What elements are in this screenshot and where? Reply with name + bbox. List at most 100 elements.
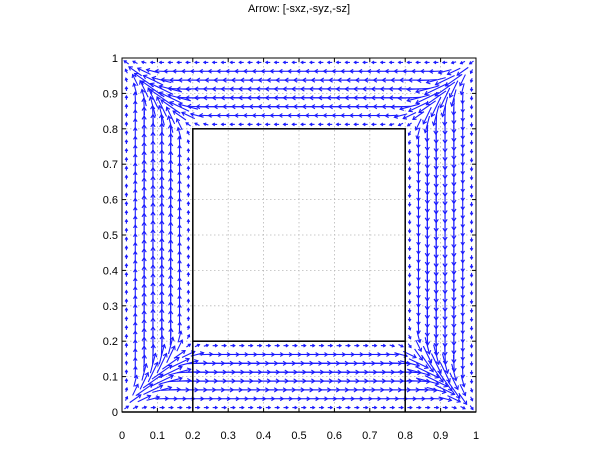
field-arrow — [193, 60, 200, 65]
field-arrow — [469, 308, 474, 314]
field-arrow — [291, 122, 297, 127]
field-arrow — [469, 317, 474, 323]
field-arrow — [167, 60, 173, 65]
field-arrow — [441, 60, 448, 65]
field-arrow — [158, 60, 165, 65]
field-arrow — [186, 271, 191, 277]
field-arrow — [186, 147, 191, 153]
field-arrow — [469, 237, 474, 243]
field-arrow — [469, 104, 474, 110]
field-arrow — [186, 333, 191, 339]
field-arrow — [166, 345, 176, 364]
field-arrow — [159, 405, 166, 410]
x-tick-label: 0.2 — [185, 430, 200, 442]
field-arrow — [177, 405, 183, 410]
field-arrow — [335, 60, 342, 65]
field-arrow — [407, 166, 412, 172]
field-arrow — [422, 345, 433, 364]
field-arrow — [469, 255, 474, 261]
field-arrow — [131, 73, 139, 86]
field-arrow — [274, 343, 281, 348]
field-arrow — [247, 60, 253, 65]
field-arrow — [414, 348, 423, 361]
field-arrow — [124, 271, 129, 277]
field-arrow — [407, 237, 412, 243]
field-arrow — [124, 165, 129, 171]
field-arrow — [408, 334, 412, 340]
field-arrow — [459, 83, 465, 96]
field-arrow — [124, 130, 129, 136]
field-arrow — [172, 110, 187, 121]
field-arrow — [407, 405, 413, 410]
field-arrow — [175, 117, 183, 131]
field-arrow — [469, 370, 474, 376]
field-arrow — [132, 82, 138, 95]
field-arrow — [229, 122, 235, 127]
field-arrow — [469, 290, 474, 296]
field-arrow — [157, 104, 165, 126]
field-arrow — [309, 60, 315, 65]
field-arrow — [239, 405, 245, 410]
field-arrow — [124, 378, 129, 383]
field-arrow — [407, 264, 412, 269]
field-arrow — [407, 175, 412, 181]
field-arrow — [147, 361, 159, 383]
field-arrow — [469, 113, 474, 119]
field-arrow — [220, 60, 227, 65]
field-arrow — [469, 95, 474, 101]
field-arrow — [301, 343, 307, 348]
field-arrow — [468, 60, 474, 65]
field-arrow — [129, 394, 142, 404]
x-tick-label: 0.7 — [362, 430, 377, 442]
field-arrow — [432, 60, 439, 65]
field-arrow — [469, 325, 474, 331]
field-arrow — [264, 122, 271, 127]
field-arrow — [469, 334, 474, 340]
field-arrow — [363, 343, 369, 348]
field-arrow — [124, 298, 129, 304]
field-arrow — [424, 337, 432, 355]
field-arrow — [203, 343, 210, 348]
field-arrow — [265, 343, 272, 348]
x-tick-label: 1 — [473, 430, 479, 442]
field-arrow — [353, 60, 359, 65]
field-arrow — [469, 175, 474, 181]
field-arrow — [408, 358, 429, 369]
field-arrow — [469, 387, 474, 393]
field-arrow — [407, 157, 412, 163]
field-arrow — [186, 174, 191, 180]
field-arrow — [176, 339, 184, 352]
field-arrow — [423, 115, 431, 134]
field-arrow — [221, 343, 228, 348]
field-arrow — [169, 357, 191, 369]
field-arrow — [469, 166, 474, 172]
y-tick-label: 0.6 — [103, 195, 118, 207]
field-arrow — [469, 69, 474, 75]
field-arrow — [407, 228, 412, 234]
field-arrow — [370, 60, 377, 65]
field-arrow — [186, 324, 191, 331]
x-tick-label: 0.6 — [327, 430, 342, 442]
field-arrow — [446, 67, 461, 76]
y-tick-label: 0.8 — [103, 124, 118, 136]
field-arrow — [124, 254, 129, 260]
field-arrow — [238, 60, 244, 65]
field-arrow — [469, 281, 474, 287]
field-arrow — [212, 405, 219, 410]
field-arrow — [469, 405, 474, 411]
field-arrow — [124, 405, 130, 410]
x-tick-label: 0.4 — [256, 430, 271, 442]
field-arrow — [416, 405, 422, 410]
field-arrow — [124, 324, 129, 330]
field-arrow — [433, 405, 440, 410]
field-arrow — [335, 122, 342, 127]
field-arrow — [156, 95, 168, 117]
field-arrow — [186, 289, 191, 295]
field-arrow — [124, 94, 129, 100]
inner-square — [192, 128, 406, 342]
field-arrow — [388, 60, 395, 65]
field-arrow — [124, 68, 128, 74]
y-tick-label: 0.1 — [103, 372, 118, 384]
field-arrow — [407, 325, 412, 331]
field-arrow — [469, 140, 474, 146]
